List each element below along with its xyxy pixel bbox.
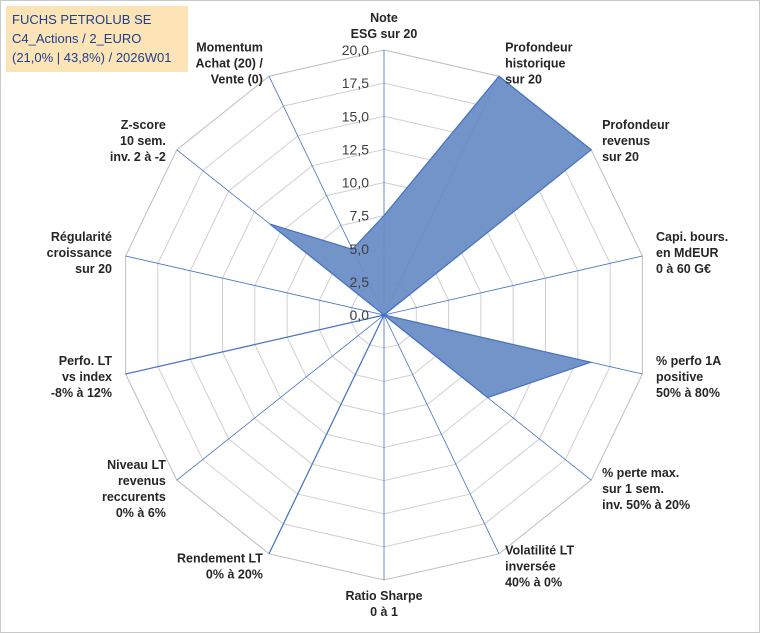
radar-tick-label: 2,5 [350,274,370,290]
radar-axis-label-line: Ratio Sharpe [345,589,422,603]
chart-title-line: C4_Actions / 2_EURO [12,31,142,46]
radar-tick-label: 17,5 [342,75,369,91]
radar-axis-label-line: 0 à 60 G€ [656,262,711,276]
radar-tick-label: 20,0 [342,42,369,58]
radar-tick-label: 5,0 [350,241,370,257]
radar-axis-label-line: Profondeur [602,118,669,132]
radar-spoke [383,314,500,554]
radar-axis-label: Ratio Sharpe 0 à 1 [345,589,422,619]
radar-axis-label-line: reccurents [102,490,166,504]
radar-axis-label-line: Régularité [51,230,112,244]
radar-axis-label: Momentum Achat (20) / Vente (0) [196,41,264,87]
radar-axis-label: % perte max. sur 1 sem. inv. 50% à 20% [602,466,690,512]
radar-axis-label: Niveau LT revenus reccurents 0% à 6% [102,458,166,520]
chart-title-box: FUCHS PETROLUB SE C4_Actions / 2_EURO (2… [6,6,188,72]
radar-tick-label: 0,0 [350,307,370,323]
radar-tick-label: 10,0 [342,175,369,191]
radar-axis-label-line: sur 20 [75,262,112,276]
radar-axis-label-line: 50% à 80% [656,386,720,400]
radar-axis-label-line: -8% à 12% [51,386,112,400]
radar-axis-label: Capi. bours. en MdEUR 0 à 60 G€ [656,230,728,276]
radar-tick-label: 12,5 [342,141,369,157]
radar-axis-label-line: Niveau LT [107,458,166,472]
radar-axis-label-line: inversée [505,559,556,573]
radar-axis-label-line: Vente (0) [211,73,263,87]
radar-axis-label: % perfo 1A positive 50% à 80% [656,354,721,400]
radar-tick-label: 15,0 [342,108,369,124]
radar-axis-label-line: Perfo. LT [59,354,113,368]
radar-axis-label: Perfo. LT vs index -8% à 12% [51,354,113,400]
radar-axis-label-line: sur 20 [505,73,542,87]
radar-axis-label-line: sur 1 sem. [602,482,664,496]
radar-axis-label-line: Capi. bours. [656,230,728,244]
radar-axis-label-line: inv. 2 à -2 [110,150,166,164]
radar-spoke [176,314,385,481]
radar-axis-label-line: inv. 50% à 20% [602,498,690,512]
radar-axis-label-line: vs index [62,370,112,384]
radar-axis-label: Régularité croissance sur 20 [47,230,112,276]
radar-axis-label-line: revenus [602,134,650,148]
chart-title-line: FUCHS PETROLUB SE [12,12,152,27]
radar-axis-label: Z-score 10 sem. inv. 2 à -2 [110,118,166,164]
radar-series-area [125,75,593,555]
radar-axis-label-line: Volatilité LT [505,543,574,557]
radar-axis-label-line: positive [656,370,703,384]
radar-axis-label-line: Profondeur [505,41,572,55]
radar-axis-label: Profondeur historique sur 20 [505,41,572,87]
radar-axis-label-line: Achat (20) / [196,57,264,71]
chart-title-line: (21,0% | 43,8%) / 2026W01 [12,50,172,65]
radar-axis-label-line: croissance [47,246,112,260]
radar-axis-label-line: 0% à 6% [116,506,166,520]
radar-spoke [125,255,385,316]
radar-axis-label-line: revenus [118,474,166,488]
radar-axis-label: Profondeur revenus sur 20 [602,118,669,164]
radar-axis-label-line: 10 sem. [120,134,166,148]
radar-axis-label-line: sur 20 [602,150,639,164]
radar-series [125,75,593,555]
radar-axis-label-line: historique [505,57,565,71]
radar-axis-label-line: % perte max. [602,466,679,480]
radar-spoke [383,255,643,316]
radar-axis-label-line: % perfo 1A [656,354,721,368]
radar-axis-label-line: 40% à 0% [505,575,562,589]
radar-axis-label-line: en MdEUR [656,246,719,260]
radar-axis-label-line: 0% à 20% [206,567,263,581]
radar-axis-label-line: 0 à 1 [370,605,398,619]
radar-axis-labels: Note ESG sur 20 Profondeur historique sur 20… [47,11,729,619]
radar-axis-label: Volatilité LT inversée 40% à 0% [505,543,574,589]
radar-axis-label-line: ESG sur 20 [351,27,418,41]
radar-axis-label-line: Note [370,11,398,25]
radar-tick-label: 7,5 [350,208,370,224]
radar-axis-label: Rendement LT 0% à 20% [177,551,263,581]
radar-axis-label: Note ESG sur 20 [351,11,418,41]
radar-axis-label-line: Rendement LT [177,551,263,565]
radar-axis-label-line: Momentum [196,41,263,55]
radar-axis-label-line: Z-score [121,118,166,132]
radar-tick-labels: 0,0 2,5 5,0 7,5 10,0 12,5 15,0 17,5 20,0 [342,42,369,323]
